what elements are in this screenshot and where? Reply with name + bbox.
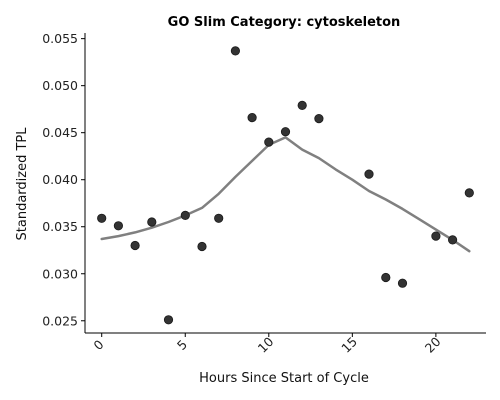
- trend-line: [100, 136, 471, 253]
- x-ticks: 0 5 10 15 20: [90, 333, 444, 356]
- x-axis-title: Hours Since Start of Cycle: [199, 371, 369, 386]
- x-tick-label: 15: [338, 334, 360, 356]
- y-axis-title: Standardized TPL: [15, 127, 30, 241]
- data-point: [364, 169, 374, 179]
- y-tick-label: 0.040: [42, 172, 78, 187]
- data-point: [230, 46, 240, 56]
- data-point: [297, 100, 307, 111]
- chart-title: GO Slim Category: cytoskeleton: [168, 15, 401, 30]
- x-tick-label: 5: [174, 337, 190, 353]
- data-point: [314, 114, 324, 124]
- data-point: [280, 127, 291, 137]
- y-tick-label: 0.025: [42, 313, 78, 328]
- data-point: [381, 272, 391, 283]
- plot-area: 0 5 10 15 20 0.0250.0300.0350.0400.0450.0500…: [42, 31, 486, 356]
- y-tick-label: 0.055: [42, 31, 78, 46]
- data-point: [264, 137, 274, 147]
- y-tick-label: 0.045: [42, 125, 78, 140]
- x-tick-label: 0: [90, 337, 106, 353]
- data-point: [464, 188, 474, 198]
- data-point: [97, 213, 107, 223]
- data-point: [163, 315, 174, 325]
- y-tick-label: 0.030: [42, 266, 78, 281]
- point-layer: [97, 46, 474, 325]
- data-point: [397, 278, 408, 288]
- y-tick-label: 0.035: [42, 219, 78, 234]
- data-point: [147, 217, 157, 227]
- data-point: [130, 240, 140, 251]
- data-point: [447, 235, 458, 245]
- x-tick-label: 20: [422, 334, 444, 356]
- y-ticks: 0.025 0.030 0.035 0.040 0.045 0.050 0.055: [42, 31, 85, 328]
- data-point: [113, 221, 124, 231]
- y-tick-label: 0.050: [42, 78, 78, 93]
- trend-layer: [100, 136, 471, 253]
- x-tick-label: 10: [255, 334, 277, 356]
- data-point: [214, 213, 224, 223]
- data-point: [247, 113, 257, 123]
- data-point: [197, 241, 207, 252]
- data-point: [431, 231, 441, 241]
- data-point: [180, 210, 190, 220]
